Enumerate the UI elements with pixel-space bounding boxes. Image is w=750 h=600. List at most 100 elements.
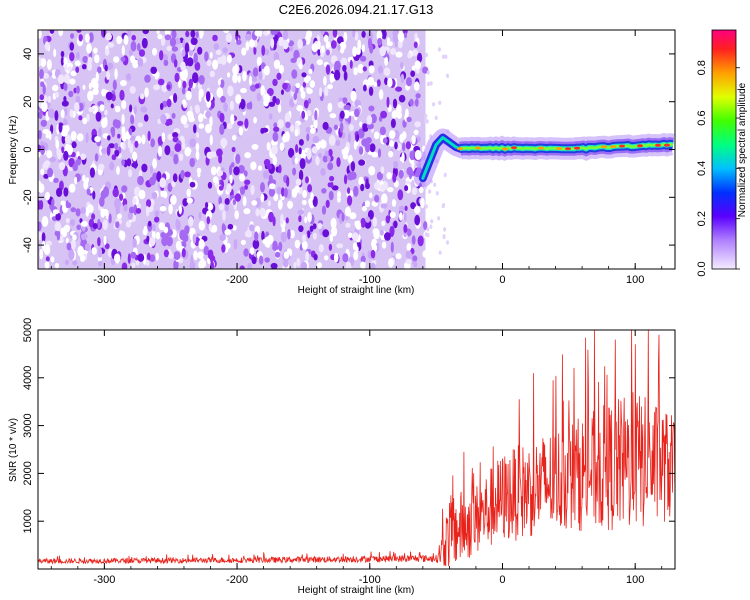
- noise-cell: [137, 122, 143, 128]
- noise-cell: [76, 224, 81, 231]
- noise-speck: [425, 119, 429, 124]
- noise-cell: [400, 61, 404, 70]
- noise-cell: [229, 100, 234, 111]
- noise-cell: [115, 221, 120, 229]
- noise-cell: [415, 68, 420, 74]
- noise-cell: [72, 163, 78, 172]
- noise-cell: [412, 49, 418, 57]
- noise-cell: [97, 237, 101, 247]
- noise-cell: [295, 144, 299, 153]
- noise-cell: [321, 188, 327, 194]
- noise-cell: [42, 72, 50, 79]
- noise-cell: [66, 144, 73, 156]
- noise-cell: [219, 112, 225, 123]
- noise-cell: [373, 181, 381, 190]
- noise-cell: [137, 253, 145, 262]
- noise-cell: [99, 146, 103, 156]
- colorbar-tick-label: 0.8: [696, 60, 708, 75]
- noise-cell: [355, 220, 362, 230]
- noise-cell: [207, 249, 214, 260]
- noise-cell: [119, 89, 125, 101]
- noise-cell: [150, 138, 156, 148]
- noise-cell: [267, 88, 274, 96]
- noise-cell: [97, 163, 105, 171]
- noise-cell: [392, 98, 398, 109]
- noise-cell: [241, 47, 247, 56]
- noise-cell: [107, 135, 111, 141]
- noise-cell: [370, 249, 376, 259]
- noise-cell: [150, 66, 157, 75]
- noise-cell: [271, 144, 278, 155]
- noise-cell: [71, 141, 77, 149]
- noise-cell: [70, 207, 77, 213]
- noise-cell: [359, 121, 363, 127]
- noise-cell: [184, 225, 190, 235]
- noise-cell: [350, 90, 357, 102]
- noise-cell: [38, 111, 43, 120]
- noise-cell: [196, 167, 202, 174]
- noise-cell: [256, 92, 262, 102]
- y-tick-label: 3000: [22, 413, 34, 437]
- noise-cell: [403, 224, 408, 234]
- noise-cell: [239, 98, 246, 110]
- signal-peak: [538, 146, 544, 150]
- colorbar-gradient: [712, 30, 736, 269]
- spectrogram-y-axis: -40 -20 0 20 40: [22, 48, 675, 253]
- noise-cell: [116, 165, 120, 175]
- x-tick-label: 100: [626, 274, 644, 286]
- noise-cell: [413, 41, 418, 49]
- noise-cell: [61, 134, 66, 144]
- noise-cell: [217, 78, 221, 86]
- noise-cell: [316, 59, 323, 66]
- noise-cell: [189, 181, 196, 188]
- noise-cell: [65, 237, 69, 244]
- signal-peak: [637, 144, 643, 148]
- noise-cell: [414, 98, 419, 107]
- noise-cell: [329, 113, 337, 119]
- noise-cell: [222, 210, 226, 221]
- noise-cell: [377, 148, 382, 158]
- noise-cell: [57, 74, 65, 85]
- noise-cell: [149, 176, 156, 186]
- noise-cell: [130, 41, 137, 52]
- noise-cell: [38, 56, 42, 67]
- noise-cell: [282, 82, 288, 90]
- noise-cell: [71, 239, 76, 248]
- noise-cell: [312, 223, 317, 230]
- noise-cell: [40, 58, 47, 67]
- noise-cell: [104, 64, 108, 72]
- noise-cell: [109, 161, 115, 171]
- noise-cell: [333, 252, 339, 263]
- noise-cell: [295, 82, 301, 88]
- noise-cell: [373, 81, 378, 87]
- noise-cell: [230, 114, 235, 125]
- noise-cell: [273, 193, 279, 202]
- noise-cell: [398, 205, 405, 212]
- noise-cell: [333, 124, 338, 131]
- noise-cell: [93, 47, 98, 54]
- noise-cell: [298, 215, 302, 223]
- noise-cell: [324, 255, 329, 261]
- noise-cell: [138, 49, 146, 57]
- noise-cell: [328, 243, 333, 251]
- noise-cell: [97, 256, 102, 262]
- noise-cell: [287, 200, 294, 209]
- noise-cell: [293, 261, 297, 269]
- noise-cell: [184, 42, 190, 53]
- noise-cell: [232, 225, 237, 231]
- noise-cell: [270, 38, 275, 49]
- noise-cell: [280, 213, 284, 225]
- noise-cell: [226, 72, 231, 78]
- noise-cell: [43, 244, 51, 255]
- noise-cell: [378, 89, 384, 100]
- noise-cell: [181, 142, 186, 150]
- noise-cell: [409, 98, 414, 107]
- noise-cell: [355, 47, 361, 55]
- noise-cell: [411, 235, 416, 245]
- noise-cell: [395, 51, 403, 58]
- noise-cell: [92, 190, 96, 200]
- noise-cell: [155, 252, 159, 261]
- noise-cell: [287, 229, 291, 240]
- x-tick-label: -200: [226, 274, 248, 286]
- noise-cell: [298, 139, 304, 146]
